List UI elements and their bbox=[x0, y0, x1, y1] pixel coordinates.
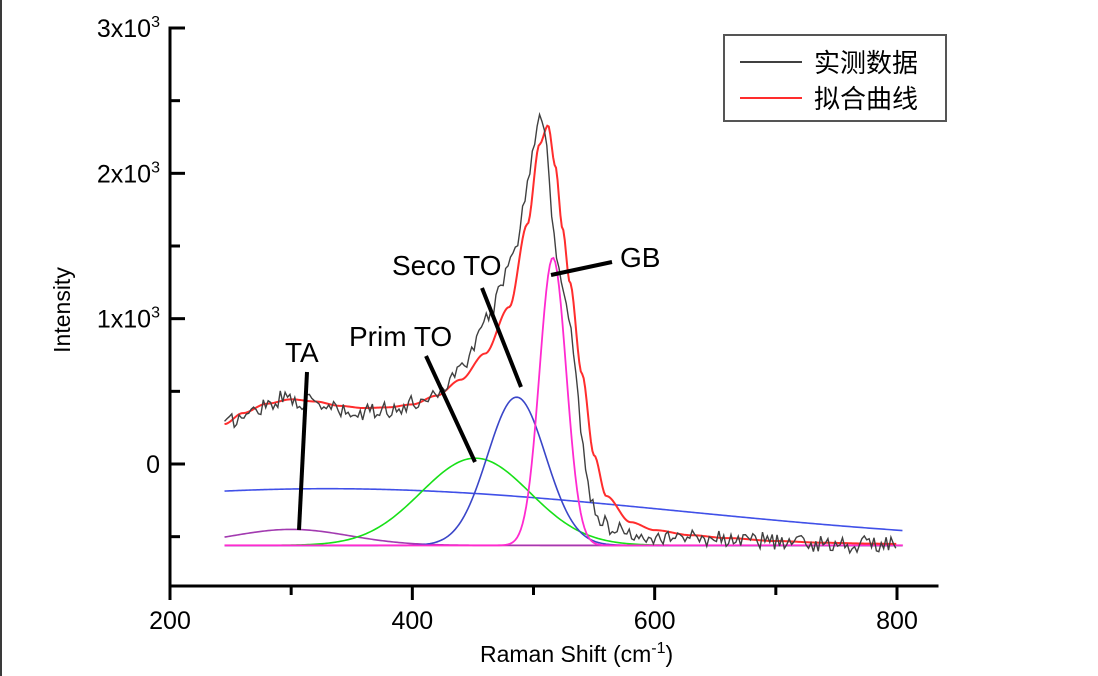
annotation-group: TA Prim TO Seco TO GB bbox=[285, 242, 660, 531]
x-axis-title: Raman Shift (cm-1) bbox=[480, 640, 673, 667]
series-component-gb bbox=[224, 256, 903, 547]
y-tick-label-2000: 2x103 bbox=[97, 159, 160, 188]
prim-to-label: Prim TO bbox=[349, 321, 452, 352]
series-component-broad-background bbox=[224, 487, 903, 532]
legend: 实测数据 拟合曲线 bbox=[723, 34, 947, 122]
x-tick-label-200: 200 bbox=[149, 607, 191, 635]
y-axis-title: Intensity bbox=[49, 267, 75, 353]
annotation-seco-to: Seco TO bbox=[392, 250, 523, 388]
annotation-ta: TA bbox=[285, 337, 319, 531]
annotation-prim-to: Prim TO bbox=[349, 321, 477, 463]
annotation-gb: GB bbox=[550, 242, 660, 277]
axis-group bbox=[168, 26, 939, 588]
x-tick-group: 200 400 600 800 bbox=[149, 586, 918, 635]
legend-label-measured: 实测数据 bbox=[814, 49, 918, 79]
gb-label: GB bbox=[620, 242, 660, 273]
x-tick-label-400: 400 bbox=[391, 607, 433, 635]
y-tick-label-3000: 3x103 bbox=[97, 14, 160, 43]
ta-label: TA bbox=[285, 337, 319, 368]
series-fitted-curve bbox=[224, 124, 897, 545]
series-group bbox=[224, 111, 904, 555]
y-tick-group: 3x103 2x103 1x103 0 bbox=[97, 14, 185, 539]
prim-to-leader-line bbox=[424, 355, 477, 463]
ta-leader-line bbox=[297, 371, 309, 531]
series-measured-data bbox=[224, 111, 897, 555]
y-tick-label-1000: 1x103 bbox=[97, 305, 160, 334]
legend-label-fitted: 拟合曲线 bbox=[814, 85, 918, 115]
seco-to-leader-line bbox=[480, 287, 523, 388]
axis-titles: Raman Shift (cm-1) Intensity bbox=[49, 267, 673, 667]
legend-box bbox=[723, 34, 947, 122]
x-tick-label-600: 600 bbox=[634, 607, 676, 635]
y-tick-label-0: 0 bbox=[146, 451, 160, 479]
seco-to-label: Seco TO bbox=[392, 250, 501, 281]
gb-leader-line bbox=[550, 260, 613, 277]
x-tick-label-800: 800 bbox=[876, 607, 918, 635]
